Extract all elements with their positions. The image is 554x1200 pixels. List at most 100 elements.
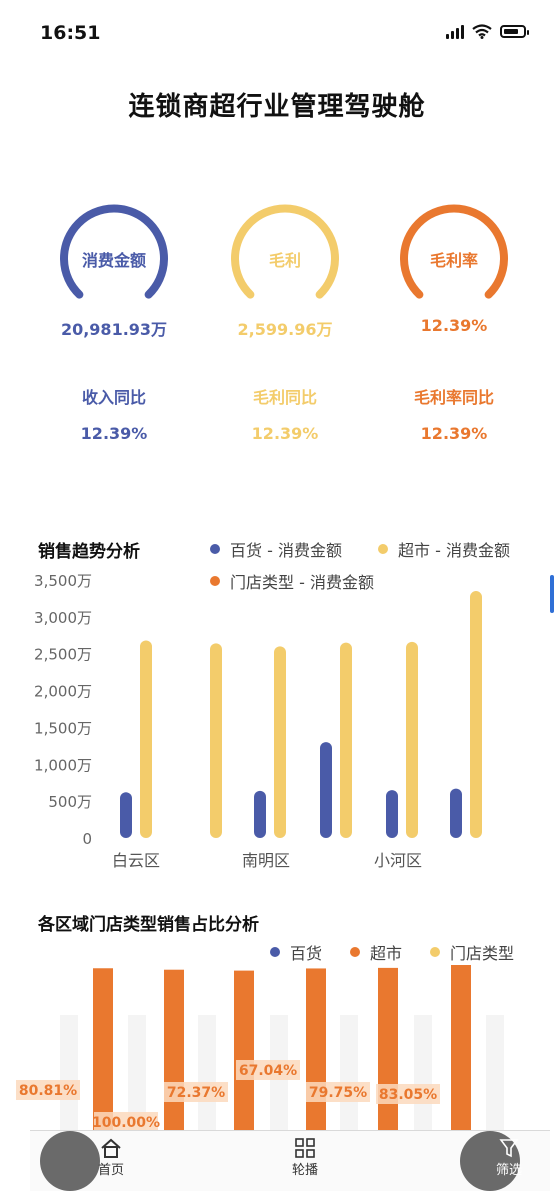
y-tick-label: 3,000万 <box>34 609 92 627</box>
bar-supermarket-share[interactable] <box>306 968 326 1135</box>
gauge-label: 消费金额 <box>81 251 146 270</box>
bar-supermarket[interactable] <box>470 591 482 838</box>
legend-label: 百货 - 消费金额 <box>230 541 342 560</box>
home-icon <box>98 1137 124 1159</box>
x-tick-label: 白云区 <box>112 851 160 870</box>
bar-department-store[interactable] <box>386 790 398 838</box>
battery-icon <box>500 25 529 38</box>
data-label: 83.05% <box>379 1087 437 1103</box>
gauge-ring-icon <box>400 204 508 299</box>
legend-item-department-store-share[interactable]: 百货 <box>270 940 322 964</box>
gauge-consumption: 消费金额 <box>58 203 170 315</box>
bottom-nav: 首页 轮播 筛选 <box>30 1130 550 1191</box>
trend-title: 销售趋势分析 <box>38 542 140 562</box>
faded-bar <box>60 1015 78 1135</box>
kpi-value-gross-profit: 2,599.96万 <box>237 320 333 339</box>
bar-supermarket-share[interactable] <box>234 970 254 1135</box>
nav-carousel-button[interactable]: 轮播 <box>292 1137 318 1178</box>
faded-bar <box>198 1015 216 1135</box>
y-tick-label: 2,000万 <box>34 683 92 701</box>
data-label-bg <box>16 1080 80 1100</box>
y-tick-label: 2,500万 <box>34 646 92 664</box>
kpi-sub-value-revenue-yoy: 12.39% <box>80 424 148 443</box>
wifi-icon <box>472 24 492 39</box>
nav-carousel-label: 轮播 <box>292 1163 319 1178</box>
kpi-sub-label-revenue-yoy: 收入同比 <box>81 388 146 407</box>
data-label: 79.75% <box>309 1085 367 1101</box>
legend-label: 超市 - 消费金额 <box>398 541 510 560</box>
kpi-sub-value-profit-yoy: 12.39% <box>251 424 319 443</box>
legend-dot-icon <box>210 544 220 554</box>
faded-bar <box>128 1015 146 1135</box>
gauge-ring-icon <box>231 204 339 299</box>
bar-supermarket-share[interactable] <box>93 968 113 1135</box>
nav-home-label: 首页 <box>98 1163 125 1178</box>
data-label: 67.04% <box>239 1063 297 1079</box>
y-tick-label: 1,000万 <box>34 756 92 774</box>
legend-label: 门店类型 - 消费金额 <box>230 573 374 592</box>
legend-dot-icon <box>210 576 220 586</box>
legend-item-store-type[interactable]: 门店类型 - 消费金额 <box>210 569 374 593</box>
kpi-sub-label-profit-yoy: 毛利同比 <box>252 388 317 407</box>
bar-supermarket[interactable] <box>210 643 222 838</box>
cellular-signal-icon <box>446 24 464 39</box>
legend-dot-icon <box>430 947 440 957</box>
bar-supermarket[interactable] <box>274 646 286 838</box>
y-tick-label: 1,500万 <box>34 719 92 737</box>
data-label: 80.81% <box>19 1083 77 1099</box>
bar-supermarket-share[interactable] <box>164 969 184 1135</box>
legend-item-supermarket-share[interactable]: 超市 <box>350 940 402 964</box>
bar-supermarket[interactable] <box>140 640 152 838</box>
x-tick-label: 小河区 <box>374 851 422 870</box>
legend-item-department-store[interactable]: 百货 - 消费金额 <box>210 537 342 561</box>
bar-supermarket[interactable] <box>340 642 352 838</box>
bar-department-store[interactable] <box>120 792 132 838</box>
bar-supermarket-share[interactable] <box>378 967 398 1135</box>
x-tick-label: 南明区 <box>242 851 290 870</box>
bar-supermarket-share[interactable] <box>451 965 471 1135</box>
nav-filter-label: 筛选 <box>496 1163 523 1178</box>
nav-filter-button[interactable]: 筛选 <box>496 1137 522 1178</box>
gauge-label: 毛利率 <box>429 251 478 270</box>
faded-bar <box>486 1015 504 1135</box>
page-title: 连锁商超行业管理驾驶舱 <box>128 92 426 122</box>
legend-label: 门店类型 <box>450 944 515 963</box>
legend-item-store-type-share[interactable]: 门店类型 <box>430 940 514 964</box>
status-bar: 16:51 <box>0 0 554 60</box>
nav-overlay-left <box>40 1131 100 1191</box>
legend-dot-icon <box>378 544 388 554</box>
y-tick-label: 500万 <box>48 793 92 811</box>
status-time: 16:51 <box>40 22 101 44</box>
kpi-value-consumption: 20,981.93万 <box>60 320 168 339</box>
bar-department-store[interactable] <box>254 790 266 838</box>
scroll-indicator[interactable] <box>550 575 554 613</box>
legend-dot-icon <box>350 947 360 957</box>
kpi-sub-value-margin-yoy: 12.39% <box>420 424 488 443</box>
legend-item-supermarket[interactable]: 超市 - 消费金额 <box>378 537 510 561</box>
region-share-chart: 80.81% 72.37% 67.04% 79.75% 83.05% 100.00% <box>16 965 504 1135</box>
y-tick-label: 3,500万 <box>34 572 92 590</box>
data-label-bg <box>306 1082 370 1102</box>
data-label-bg <box>94 1112 158 1132</box>
y-tick-label: 0 <box>82 830 92 848</box>
faded-bar <box>414 1015 432 1135</box>
share-title: 各区域门店类型销售占比分析 <box>38 915 259 935</box>
data-label-bg <box>376 1084 440 1104</box>
gauge-gross-margin: 毛利率 <box>398 203 510 315</box>
legend-label: 百货 <box>290 944 323 963</box>
bar-department-store[interactable] <box>450 788 462 838</box>
kpi-value-gross-margin: 12.39% <box>420 316 488 335</box>
gauge-label: 毛利 <box>268 251 301 270</box>
faded-bar <box>340 1015 358 1135</box>
bar-supermarket[interactable] <box>406 641 418 838</box>
filter-icon <box>496 1137 522 1159</box>
grid-icon <box>292 1137 318 1159</box>
sales-trend-chart: 3,500万 3,000万 2,500万 2,000万 1,500万 1,000万 500万… <box>34 572 482 870</box>
kpi-sub-label-margin-yoy: 毛利率同比 <box>413 388 494 407</box>
legend-dot-icon <box>270 947 280 957</box>
status-icons <box>446 24 529 39</box>
gauge-gross-profit: 毛利 <box>229 203 341 315</box>
nav-home-button[interactable]: 首页 <box>98 1137 124 1178</box>
bar-department-store[interactable] <box>320 742 332 838</box>
nav-overlay-right <box>460 1131 520 1191</box>
